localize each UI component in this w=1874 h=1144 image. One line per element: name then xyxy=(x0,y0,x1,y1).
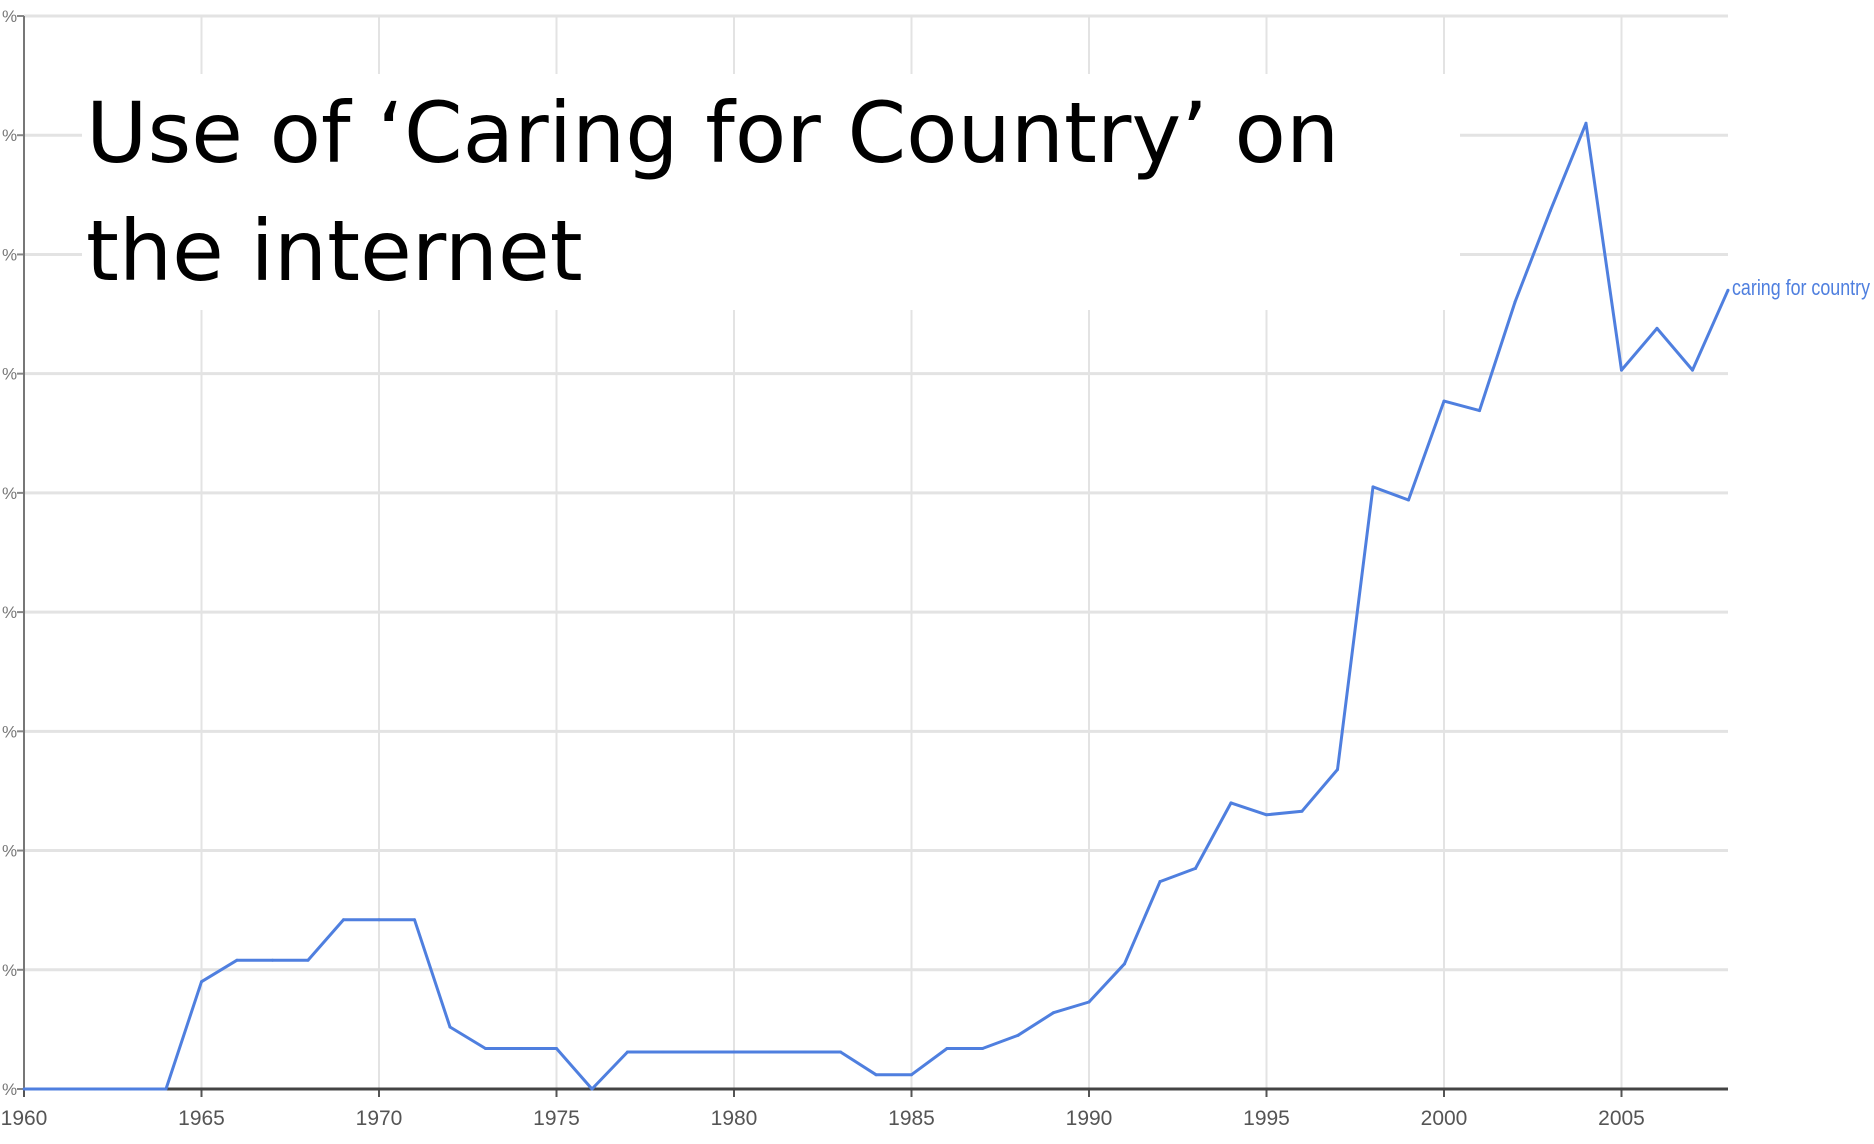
data-point xyxy=(590,1087,594,1091)
data-point xyxy=(1655,326,1659,330)
data-point xyxy=(1442,399,1446,403)
data-point xyxy=(1371,485,1375,489)
y-tick-label: % xyxy=(2,484,17,503)
data-point xyxy=(1478,409,1481,413)
data-point xyxy=(235,958,239,962)
y-tick-label: % xyxy=(2,603,17,622)
y-tick-label: % xyxy=(2,842,17,861)
data-point xyxy=(271,958,274,962)
series-label: caring for country xyxy=(1732,275,1870,300)
x-tick-label: 2005 xyxy=(1598,1107,1645,1130)
data-point xyxy=(413,918,416,922)
y-tick-label: % xyxy=(2,1080,17,1099)
x-tick-label: 1980 xyxy=(711,1107,758,1130)
data-point xyxy=(1194,866,1197,870)
data-point xyxy=(200,980,203,984)
y-tick-label: % xyxy=(2,365,17,384)
data-point xyxy=(1016,1033,1020,1037)
x-tick-label: 1960 xyxy=(1,1107,48,1130)
data-point xyxy=(484,1046,487,1050)
x-tick-label: 1995 xyxy=(1243,1107,1290,1130)
data-point xyxy=(910,1073,913,1077)
data-point xyxy=(768,1050,771,1054)
data-point xyxy=(1726,288,1730,292)
data-point xyxy=(1549,208,1552,212)
data-point xyxy=(1158,880,1162,884)
x-tick-label: 1975 xyxy=(533,1107,580,1130)
data-point xyxy=(1336,767,1339,771)
data-point xyxy=(661,1050,665,1054)
data-point xyxy=(874,1073,878,1077)
x-tick-label: 1970 xyxy=(356,1107,403,1130)
x-tick-label: 1990 xyxy=(1066,1107,1113,1130)
data-point xyxy=(732,1050,736,1054)
data-point xyxy=(58,1087,61,1091)
y-tick-label: % xyxy=(2,7,17,26)
data-point xyxy=(1300,809,1304,813)
series-layer xyxy=(22,121,1730,1091)
data-point xyxy=(555,1046,558,1050)
data-point xyxy=(342,918,345,922)
data-point xyxy=(981,1046,984,1050)
data-point xyxy=(697,1050,700,1054)
data-point xyxy=(1620,368,1623,372)
data-point xyxy=(1123,962,1126,966)
data-point xyxy=(448,1025,452,1029)
y-tick-label: % xyxy=(2,126,17,145)
data-point xyxy=(1691,368,1694,372)
slide-title: Use of ‘Caring for Country’ on the inter… xyxy=(82,74,1460,310)
y-tick-label: % xyxy=(2,245,17,264)
x-tick-label: 1965 xyxy=(178,1107,225,1130)
data-point xyxy=(93,1087,97,1091)
data-point xyxy=(164,1087,168,1091)
data-point xyxy=(377,918,381,922)
data-point xyxy=(1584,121,1588,125)
data-point xyxy=(306,958,310,962)
data-point xyxy=(129,1087,132,1091)
data-point xyxy=(945,1046,949,1050)
data-point xyxy=(1513,300,1517,304)
axes xyxy=(17,15,1728,1097)
data-point xyxy=(519,1046,523,1050)
data-point xyxy=(22,1087,26,1091)
data-point xyxy=(1407,498,1410,502)
data-point xyxy=(1229,801,1233,805)
x-tick-label: 1985 xyxy=(888,1107,935,1130)
x-tick-label: 2000 xyxy=(1421,1107,1468,1130)
labels-layer: %%%%%%%%%% 1960 1965 1970 1975 1980 1985 1990 19… xyxy=(1,7,1870,1130)
data-point xyxy=(803,1050,807,1054)
y-tick-label: % xyxy=(2,722,17,741)
data-point xyxy=(839,1050,842,1054)
data-point xyxy=(626,1050,629,1054)
data-point xyxy=(1087,1000,1091,1004)
data-point xyxy=(1052,1011,1055,1015)
y-tick-label: % xyxy=(2,961,17,980)
data-point xyxy=(1265,813,1268,817)
